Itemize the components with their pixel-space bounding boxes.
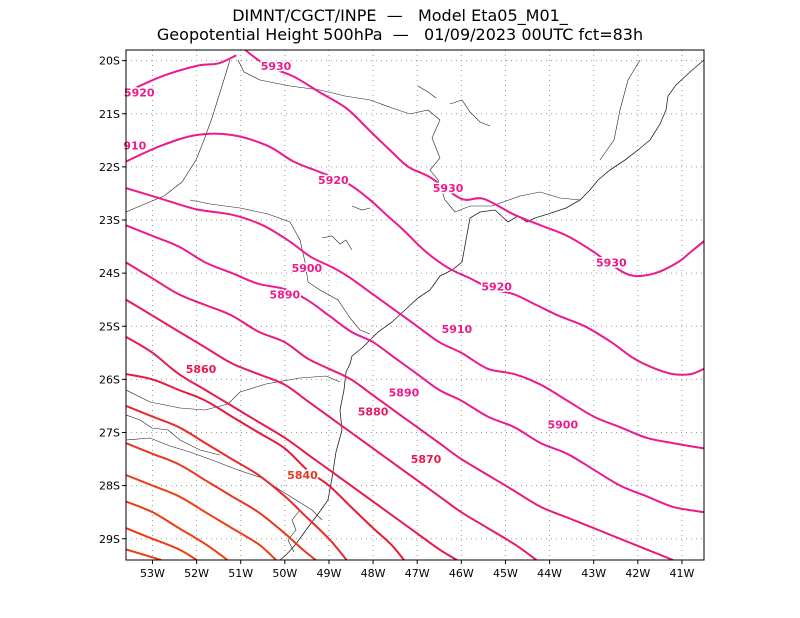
lake-features [321, 85, 491, 251]
chart-title-line-1: DIMNT/CGCT/INPE — Model Eta05_M01_ [232, 6, 568, 25]
lon-tick-label: 45W [493, 567, 518, 580]
lat-tick-label: 29S [99, 533, 120, 546]
contour-label: 5890 [270, 288, 301, 301]
lon-tick-label: 47W [405, 567, 430, 580]
contour-line-5900 [126, 224, 704, 514]
lon-tick-label: 49W [317, 567, 342, 580]
coast-detail [287, 509, 301, 553]
lon-tick-label: 48W [361, 567, 386, 580]
border-mg-sp [237, 59, 456, 213]
coastline-and-borders [126, 59, 704, 560]
border-rj [454, 191, 581, 213]
lat-tick-label: 24S [99, 267, 120, 280]
lat-tick-label: 25S [99, 320, 120, 333]
border-pr-sp [319, 289, 371, 335]
contour-line-5820 [126, 500, 229, 560]
border-argentina [126, 414, 221, 456]
contour-line-5870 [126, 336, 458, 560]
contour-label: 5920 [481, 280, 512, 293]
contour-labels: 5930 5920 910 5920 5930 5930 5900 5920 5890 5910 5… [122, 58, 629, 483]
contour-line-5910 [126, 187, 704, 450]
contour-label: 5840 [287, 469, 318, 482]
river-parana [126, 59, 231, 213]
contour-label: 5880 [358, 405, 389, 418]
contour-label: 5930 [433, 182, 464, 195]
contour-line-5920 [126, 132, 704, 376]
contour-label: 910 [123, 140, 146, 153]
contour-line-5860 [126, 373, 405, 560]
contour-label: 5900 [547, 419, 578, 432]
contour-label: 5920 [318, 174, 349, 187]
lon-tick-label: 43W [581, 567, 606, 580]
contour-label: 5870 [411, 453, 442, 466]
contour-line-5930 [126, 54, 237, 94]
lat-tick-label: 26S [99, 373, 120, 386]
contour-line-5810 [126, 527, 198, 560]
chart-title-line-2: Geopotential Height 500hPa — 01/09/2023 … [156, 25, 644, 44]
lat-tick-label: 20S [99, 55, 120, 68]
border-mg-es [599, 59, 641, 161]
contour-line-5930 [244, 50, 704, 278]
contour-label: 5890 [389, 387, 420, 400]
lon-tick-label: 46W [449, 567, 474, 580]
contour-label: 5900 [292, 262, 323, 275]
lat-tick-label: 23S [99, 214, 120, 227]
lon-tick-label: 50W [272, 567, 297, 580]
lon-tick-label: 42W [625, 567, 650, 580]
border-sc-rs [126, 437, 323, 521]
contour-label: 5930 [261, 60, 292, 73]
contour-line-5840 [126, 442, 317, 560]
lat-tick-label: 22S [99, 161, 120, 174]
contour-line-5800 [126, 548, 162, 560]
lon-tick-label: 52W [184, 567, 209, 580]
contour-line-5830 [126, 474, 277, 560]
river-paranapanema [189, 199, 321, 291]
contour-line-5890 [126, 261, 674, 560]
axis-ticks: 20S 21S 22S 23S 24S 25S 26S 27S 28S 29S 53W 52W 51W 5… [99, 55, 694, 580]
lat-tick-label: 27S [99, 427, 120, 440]
contour-label: 5930 [596, 257, 627, 270]
contour-line-5880 [126, 298, 537, 560]
lon-tick-label: 44W [537, 567, 562, 580]
coastline [279, 59, 704, 560]
plot-frame [125, 49, 705, 561]
contour-label: 5860 [186, 363, 217, 376]
lon-tick-label: 51W [228, 567, 253, 580]
lon-tick-label: 53W [140, 567, 165, 580]
contour-label: 5920 [124, 87, 155, 100]
lat-tick-label: 21S [99, 108, 120, 121]
contour-line-5850 [126, 404, 348, 560]
lat-tick-label: 28S [99, 480, 120, 493]
lon-tick-label: 41W [670, 567, 695, 580]
contour-lines [126, 50, 704, 560]
contour-label: 5910 [442, 323, 473, 336]
border-pr-sc [126, 375, 341, 411]
